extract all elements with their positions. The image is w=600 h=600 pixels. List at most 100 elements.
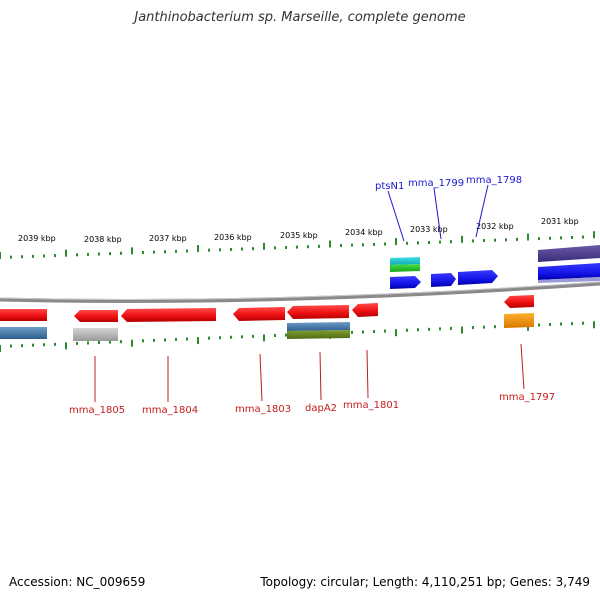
- outer-tick-mark: [65, 249, 67, 257]
- gene-label-mma_1798[interactable]: mma_1798: [466, 175, 522, 186]
- forward-genes: [390, 245, 600, 289]
- inner-tick-mark: [472, 326, 474, 330]
- gene-olive-dapA2[interactable]: [287, 330, 350, 339]
- kbp-label: 2038 kbp: [84, 235, 122, 244]
- outer-tick-mark: [494, 238, 496, 242]
- inner-tick-mark: [428, 327, 430, 331]
- outer-tick-mark: [219, 248, 221, 252]
- inner-tick-mark: [219, 336, 221, 340]
- gene-ptsN1-green[interactable]: [390, 264, 420, 272]
- inner-tick-mark: [32, 343, 34, 347]
- outer-tick-mark: [87, 252, 89, 256]
- outer-tick-mark: [318, 244, 320, 248]
- gene-grey-mma_1805[interactable]: [73, 328, 118, 341]
- outer-tick-mark: [285, 245, 287, 249]
- inner-tick-mark: [76, 341, 78, 345]
- gene-arrow-mma_1805[interactable]: [74, 310, 118, 322]
- gene-label-mma_1805[interactable]: mma_1805: [69, 405, 125, 416]
- inner-tick-mark: [197, 337, 199, 345]
- outer-tick-ring: [0, 231, 595, 259]
- kbp-label: 2034 kbp: [345, 228, 383, 237]
- outer-tick-mark: [329, 240, 331, 248]
- outer-tick-mark: [395, 238, 397, 246]
- inner-tick-mark: [593, 321, 595, 329]
- gene-block-blue[interactable]: [538, 263, 600, 280]
- inner-tick-mark: [10, 344, 12, 348]
- outer-tick-mark: [505, 238, 507, 242]
- outer-tick-mark: [109, 252, 111, 256]
- outer-tick-mark: [340, 244, 342, 248]
- gene-arrow-mma_1801[interactable]: [352, 303, 378, 317]
- outer-tick-mark: [307, 245, 309, 249]
- inner-tick-mark: [43, 343, 45, 347]
- inner-tick-mark: [153, 338, 155, 342]
- gene-arrow-dapA2[interactable]: [287, 305, 349, 319]
- inner-tick-mark: [384, 329, 386, 333]
- inner-tick-mark: [395, 329, 397, 337]
- outer-tick-mark: [384, 242, 386, 246]
- kbp-label: 2036 kbp: [214, 233, 252, 242]
- outer-tick-mark: [582, 235, 584, 239]
- gene-label-mma_1801[interactable]: mma_1801: [343, 400, 399, 411]
- gene-block-purple[interactable]: [538, 245, 600, 262]
- gene-steel-left-edge[interactable]: [0, 327, 47, 339]
- outer-tick-mark: [153, 250, 155, 254]
- outer-tick-mark: [208, 248, 210, 252]
- reverse-genes: [0, 295, 534, 341]
- gene-ptsN1-cyan[interactable]: [390, 257, 420, 265]
- inner-tick-mark: [186, 337, 188, 341]
- gene-label-dapA2[interactable]: dapA2: [305, 403, 337, 414]
- outer-tick-mark: [43, 254, 45, 258]
- inner-tick-mark: [21, 344, 23, 348]
- inner-tick-mark: [164, 338, 166, 342]
- gene-arrow-mma_1804[interactable]: [121, 308, 216, 322]
- inner-tick-mark: [549, 323, 551, 326]
- outer-tick-mark: [362, 243, 364, 247]
- outer-tick-mark: [406, 241, 408, 245]
- gene-orange-mma_1797[interactable]: [504, 313, 534, 328]
- gene-label-mma_1799[interactable]: mma_1799: [408, 178, 464, 189]
- inner-tick-mark: [417, 328, 419, 332]
- inner-tick-mark: [461, 326, 463, 334]
- outer-tick-mark: [197, 245, 199, 253]
- inner-tick-mark: [571, 322, 573, 326]
- inner-tick-mark: [241, 335, 243, 339]
- outer-tick-mark: [560, 236, 562, 240]
- outer-tick-mark: [54, 254, 56, 258]
- kbp-label: 2037 kbp: [149, 234, 187, 243]
- gene-label-mma_1803[interactable]: mma_1803: [235, 404, 291, 415]
- kbp-label: 2039 kbp: [18, 234, 56, 243]
- outer-tick-mark: [98, 252, 100, 256]
- gene-arrow-mma_1799[interactable]: [431, 273, 456, 287]
- gene-label-ptsN1[interactable]: ptsN1: [375, 181, 404, 192]
- outer-tick-mark: [527, 233, 529, 241]
- genome-backbone: [0, 281, 600, 303]
- gene-label-mma_1804[interactable]: mma_1804: [142, 405, 198, 416]
- inner-tick-mark: [263, 334, 265, 342]
- gene-arrow-mma_1798[interactable]: [458, 270, 498, 285]
- outer-tick-mark: [450, 240, 452, 244]
- kbp-label: 2033 kbp: [410, 225, 448, 234]
- inner-tick-mark: [230, 335, 232, 339]
- outer-tick-mark: [131, 247, 133, 255]
- outer-tick-mark: [472, 239, 474, 243]
- inner-tick-mark: [175, 337, 177, 341]
- inner-tick-mark: [373, 330, 375, 334]
- outer-tick-mark: [417, 241, 419, 245]
- gene-arrow-mma_1803[interactable]: [233, 307, 285, 321]
- inner-tick-mark: [131, 339, 133, 347]
- kbp-label: 2032 kbp: [476, 222, 514, 231]
- gene-steel-dapA2[interactable]: [287, 322, 350, 331]
- gene-label-mma_1797[interactable]: mma_1797: [499, 392, 555, 403]
- inner-tick-mark: [538, 323, 540, 327]
- gene-arrow-ptsN1[interactable]: [390, 276, 421, 289]
- outer-tick-mark: [142, 250, 144, 254]
- outer-tick-mark: [263, 242, 265, 250]
- outer-tick-mark: [76, 253, 78, 257]
- outer-tick-mark: [538, 237, 540, 241]
- outer-tick-mark: [461, 235, 463, 243]
- gene-arrow-left-edge[interactable]: [0, 309, 47, 321]
- inner-tick-mark: [527, 323, 529, 331]
- gene-arrow-mma_1797[interactable]: [504, 295, 534, 308]
